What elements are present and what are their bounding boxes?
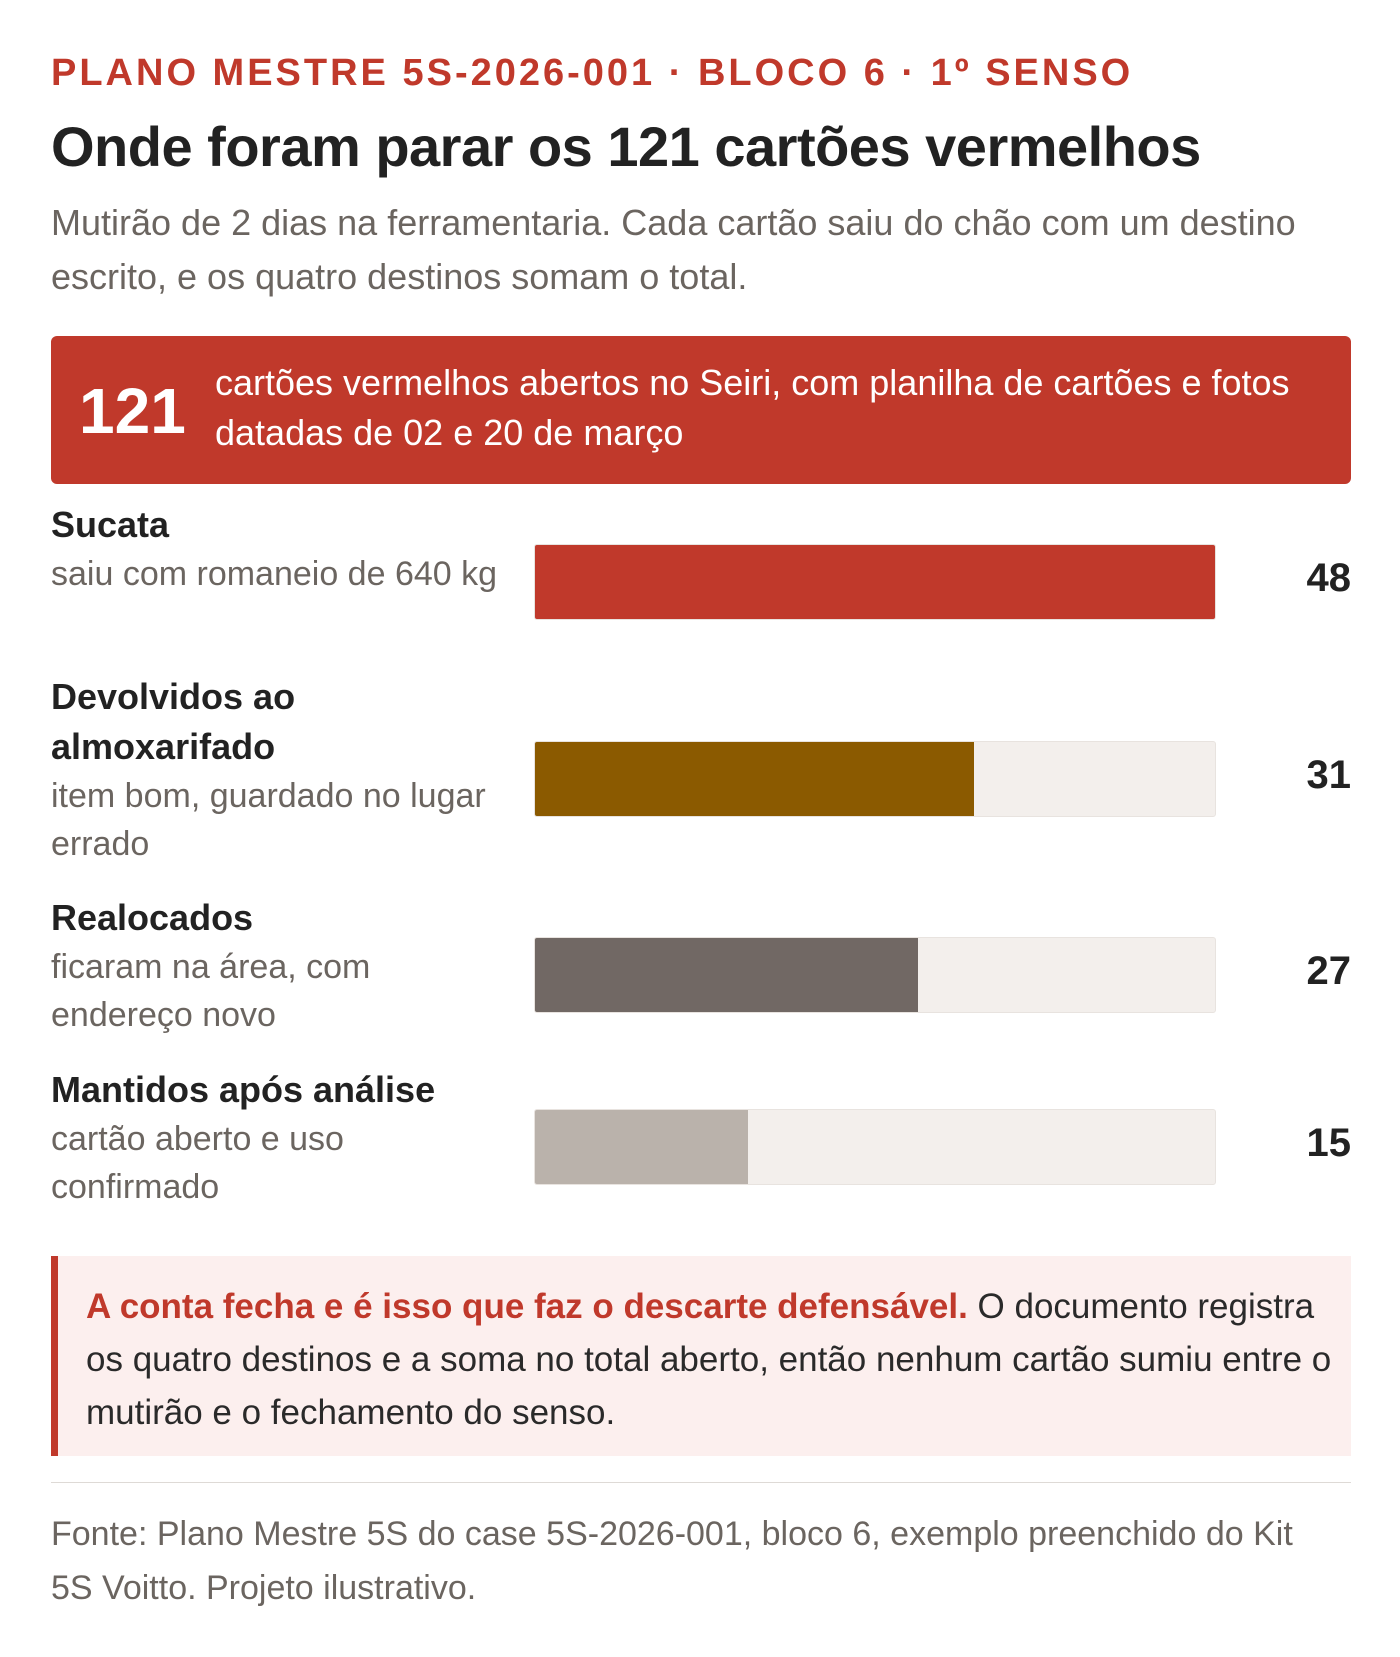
divider bbox=[51, 1482, 1351, 1483]
bar-category-description: saiu com romaneio de 640 kg bbox=[51, 555, 498, 593]
bar-row-sucata: Sucata saiu com romaneio de 640 kg 48 bbox=[51, 500, 1351, 650]
bar-label-group: Realocados ficaram na área, com endereço… bbox=[51, 893, 501, 1039]
subtitle: Mutirão de 2 dias na ferramentaria. Cada… bbox=[51, 202, 1296, 297]
bar-track bbox=[534, 544, 1216, 620]
kicker: PLANO MESTRE 5S-2026-001 · BLOCO 6 · 1º … bbox=[51, 52, 1134, 94]
bar-value-label: 15 bbox=[1306, 1121, 1352, 1165]
bar-fill-mantidos bbox=[535, 1110, 748, 1184]
bar-row-realocados: Realocados ficaram na área, com endereço… bbox=[51, 893, 1351, 1043]
banner-text: cartões vermelhos abertos no Seiri, com … bbox=[215, 362, 1290, 453]
bar-track bbox=[534, 1109, 1216, 1185]
bar-category-label: Sucata bbox=[51, 504, 170, 545]
bar-fill-sucata bbox=[535, 545, 1215, 619]
bar-category-label: Devolvidos ao almoxarifado bbox=[51, 676, 296, 767]
bar-label-group: Mantidos após análise cartão aberto e us… bbox=[51, 1065, 501, 1211]
callout-body: O documento registra os quatro destinos … bbox=[86, 1287, 1332, 1432]
banner-total-number: 121 bbox=[79, 375, 186, 447]
bar-track bbox=[534, 937, 1216, 1013]
total-banner: 121 cartões vermelhos abertos no Seiri, … bbox=[51, 336, 1351, 484]
callout-text: A conta fecha e é isso que faz o descart… bbox=[86, 1280, 1336, 1439]
bar-label-group: Sucata saiu com romaneio de 640 kg bbox=[51, 500, 501, 598]
bar-category-label: Realocados bbox=[51, 897, 254, 938]
bar-category-description: item bom, guardado no lugar errado bbox=[51, 777, 486, 863]
bar-fill-realocados bbox=[535, 938, 918, 1012]
bar-fill-devolvidos bbox=[535, 742, 975, 816]
page-title: Onde foram parar os 121 cartões vermelho… bbox=[51, 115, 1201, 178]
bar-label-group: Devolvidos ao almoxarifado item bom, gua… bbox=[51, 672, 501, 868]
callout-box: A conta fecha e é isso que faz o descart… bbox=[51, 1256, 1351, 1456]
bar-category-label: Mantidos após análise bbox=[51, 1069, 436, 1110]
bar-row-mantidos: Mantidos após análise cartão aberto e us… bbox=[51, 1065, 1351, 1215]
bar-value-label: 48 bbox=[1306, 556, 1352, 600]
source-note: Fonte: Plano Mestre 5S do case 5S-2026-0… bbox=[51, 1515, 1293, 1607]
bar-value-label: 27 bbox=[1306, 949, 1352, 993]
callout-highlight: A conta fecha e é isso que faz o descart… bbox=[86, 1287, 968, 1326]
bar-category-description: ficaram na área, com endereço novo bbox=[51, 948, 371, 1034]
bar-value-label: 31 bbox=[1306, 753, 1352, 797]
bar-row-devolvidos: Devolvidos ao almoxarifado item bom, gua… bbox=[51, 672, 1351, 872]
bar-track bbox=[534, 741, 1216, 817]
bar-category-description: cartão aberto e uso confirmado bbox=[51, 1120, 344, 1206]
